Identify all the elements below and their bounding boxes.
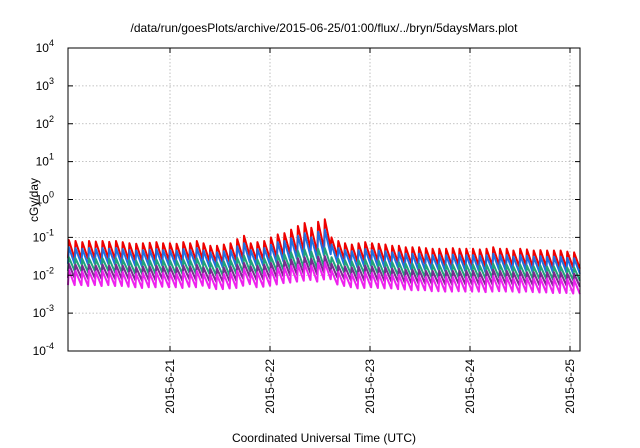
- series-group: [67, 218, 581, 295]
- x-axis: 2015-6-21 2015-6-22 2015-6-23 2015-6-24 2015…: [163, 48, 577, 414]
- x-tick-label: 2015-6-25: [563, 359, 577, 414]
- series-line-5: [67, 261, 581, 295]
- y-tick-label: 104: [36, 38, 54, 55]
- y-tick-label: 10-2: [33, 265, 54, 282]
- x-tick-label: 2015-6-21: [163, 359, 177, 414]
- grid: [68, 48, 580, 351]
- y-tick-label: 10-4: [33, 341, 54, 358]
- y-tick-label: 102: [36, 114, 54, 131]
- x-tick-label: 2015-6-22: [263, 359, 277, 414]
- y-tick-label: 10-1: [33, 227, 54, 244]
- x-axis-label: Coordinated Universal Time (UTC): [232, 431, 416, 445]
- chart-title: /data/run/goesPlots/archive/2015-06-25/0…: [131, 21, 519, 35]
- y-axis-label: cGy/day: [27, 178, 41, 222]
- y-tick-label: 10-3: [33, 303, 54, 320]
- x-tick-label: 2015-6-24: [463, 359, 477, 414]
- y-tick-label: 103: [36, 76, 54, 93]
- x-tick-label: 2015-6-23: [363, 359, 377, 414]
- y-tick-label: 101: [36, 152, 54, 169]
